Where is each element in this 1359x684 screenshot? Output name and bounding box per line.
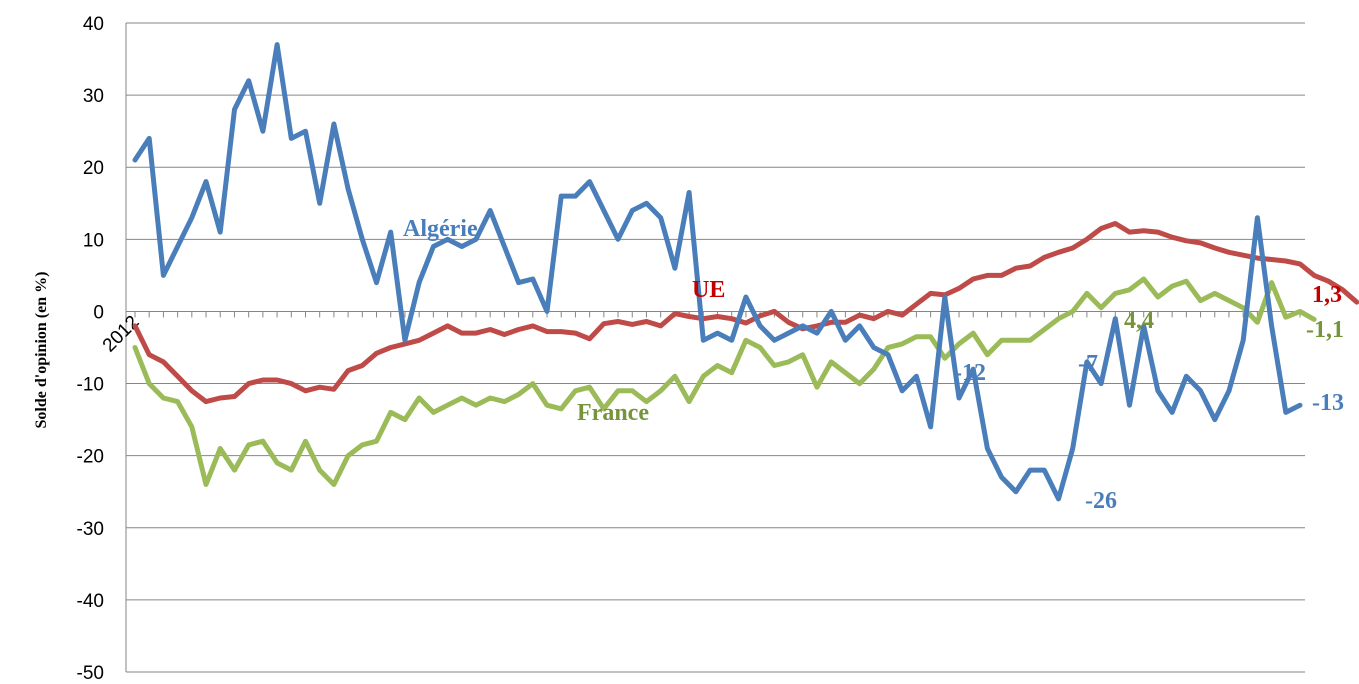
annotation-minus-7: -7 bbox=[1078, 351, 1098, 377]
end-value-france: -1,1 bbox=[1306, 317, 1344, 343]
y-tick-label: -50 bbox=[77, 663, 104, 684]
series-line-france bbox=[132, 276, 1317, 487]
y-tick-label: -20 bbox=[77, 447, 104, 468]
annotation-minus-26: -26 bbox=[1085, 488, 1117, 514]
y-tick-label: -30 bbox=[77, 519, 104, 540]
series-label-ue: UE bbox=[692, 277, 725, 303]
annotations: Algérie UE France 1,3 -1,1 -13 -26 -12 -7 4,4 bbox=[403, 216, 1344, 514]
series-line-algerie bbox=[132, 42, 1303, 502]
gridlines bbox=[126, 22, 1305, 673]
y-tick-label: 20 bbox=[83, 158, 104, 179]
y-tick-label: -10 bbox=[77, 375, 104, 396]
series-line-ue bbox=[132, 221, 1359, 405]
annotation-minus-12: -12 bbox=[954, 360, 986, 386]
annotation-4-4: 4,4 bbox=[1124, 308, 1154, 334]
y-tick-label: 40 bbox=[83, 14, 104, 35]
y-tick-label: 10 bbox=[83, 230, 104, 251]
y-tick-label: 30 bbox=[83, 86, 104, 107]
series-label-france: France bbox=[577, 400, 649, 426]
series-label-algerie: Algérie bbox=[403, 216, 478, 242]
y-tick-label: 0 bbox=[93, 302, 104, 323]
end-value-ue: 1,3 bbox=[1312, 282, 1342, 308]
y-tick-label: -40 bbox=[77, 591, 104, 612]
y-axis-label: Solde d'opinion (en %) bbox=[33, 272, 50, 429]
end-value-algerie: -13 bbox=[1312, 390, 1344, 416]
series-lines bbox=[132, 42, 1359, 502]
